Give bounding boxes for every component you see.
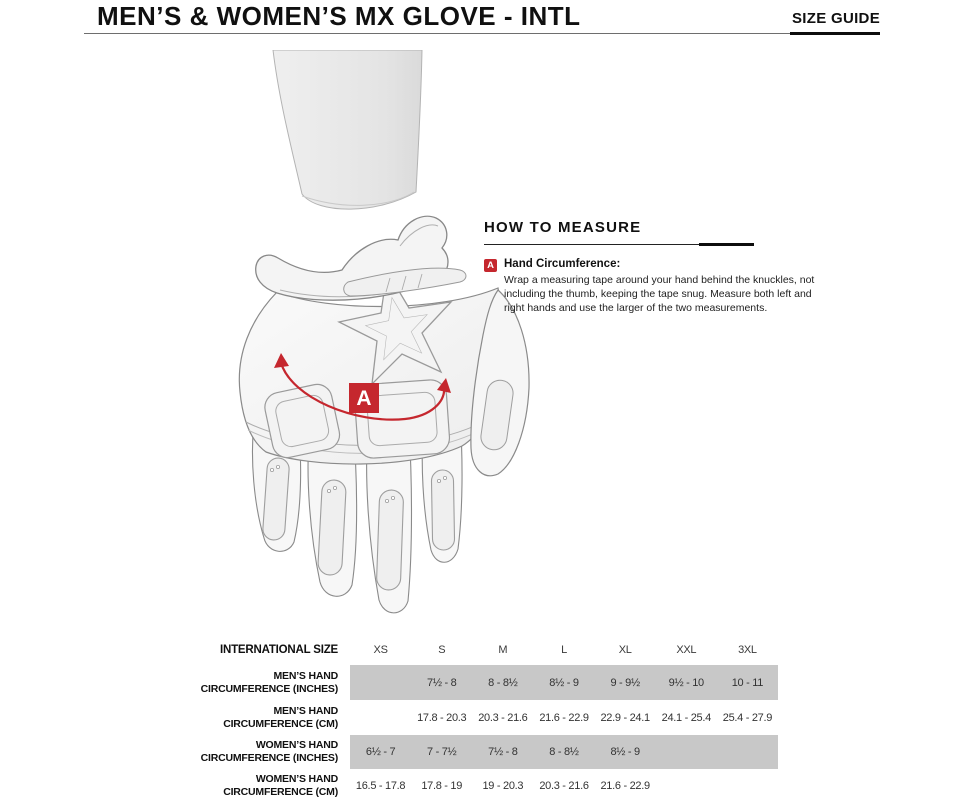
measure-item-title: Hand Circumference: [504,258,621,270]
size-guide-label: SIZE GUIDE [791,10,880,27]
table-cell: 6½ - 7 [350,735,412,769]
measurement-arrow-right [437,378,451,393]
row-label: WOMEN’S HAND CIRCUMFERENCE (CM) [223,772,338,798]
column-header-xxl: XXL [676,644,697,656]
table-cell [655,735,717,769]
table-cell: 7 - 7½ [411,735,473,769]
measurement-arrow-left [274,353,289,368]
table-cell [716,735,778,769]
table-row-mens-cm: MEN’S HAND CIRCUMFERENCE (CM) 17.8 - 20.… [200,700,778,735]
how-to-measure-title: HOW TO MEASURE [484,219,642,236]
arm-shape [272,50,423,210]
table-cell: 21.6 - 22.9 [600,779,650,792]
measure-item-body: Wrap a measuring tape around your hand b… [504,274,815,314]
how-to-measure-rule [484,243,754,246]
column-header-3xl: 3XL [738,644,757,656]
table-cell: 8 - 8½ [533,735,595,769]
column-header-m: M [498,644,508,656]
how-to-measure-section: HOW TO MEASURE A Hand Circumference: Wra… [484,219,814,315]
measure-marker-a-icon: A [484,259,497,272]
table-cell: 25.4 - 27.9 [722,711,773,724]
table-row-womens-inches: WOMEN’S HAND CIRCUMFERENCE (INCHES) 6½ -… [200,735,778,769]
table-cell: 17.8 - 19 [421,779,463,792]
table-cell: 9 - 9½ [594,665,656,700]
table-cell [717,769,778,800]
table-cell: 10 - 11 [716,665,778,700]
measurement-marker-badge: A [349,383,379,413]
table-cell: 8½ - 9 [533,665,595,700]
measurement-marker-letter: A [356,387,371,410]
table-cell: 8½ - 9 [594,735,656,769]
table-cell: 21.6 - 22.9 [539,711,589,724]
table-cell: 17.8 - 20.3 [417,711,467,724]
row-label: MEN’S HAND CIRCUMFERENCE (INCHES) [200,669,339,695]
table-cell: 20.3 - 21.6 [539,779,589,792]
size-table-header-row: INTERNATIONAL SIZE XS S M L XL XXL 3XL [200,635,778,665]
table-row-womens-cm: WOMEN’S HAND CIRCUMFERENCE (CM) 16.5 - 1… [200,769,778,800]
glove-cuff [255,215,467,301]
header-rule [84,32,880,35]
table-cell: 20.3 - 21.6 [478,711,528,724]
table-cell: 7½ - 8 [472,735,534,769]
how-to-measure-rule-line [484,244,754,245]
table-cell: 16.5 - 17.8 [355,779,406,792]
row-label: MEN’S HAND CIRCUMFERENCE (CM) [223,704,338,730]
table-cell [656,769,717,800]
header-rule-accent [790,32,880,35]
table-header-label: INTERNATIONAL SIZE [219,644,338,656]
how-to-measure-rule-accent [699,243,754,246]
table-cell: 24.1 - 25.4 [661,711,712,724]
column-header-xs: XS [373,644,388,656]
alpinestars-logo-icon [337,269,453,386]
glove-illustration: A [238,50,530,614]
column-header-l: L [561,644,567,656]
table-row-mens-inches: MEN’S HAND CIRCUMFERENCE (INCHES) 7½ - 8… [200,665,778,700]
table-cell: 9½ - 10 [655,665,717,700]
row-label: WOMEN’S HAND CIRCUMFERENCE (INCHES) [200,739,339,764]
column-header-s: S [438,644,446,656]
glove-thumb [470,289,530,477]
knuckle-pad-left [264,383,341,459]
table-cell: 7½ - 8 [411,665,473,700]
table-cell: 19 - 20.3 [482,779,524,792]
table-cell: 8 - 8½ [472,665,534,700]
table-cell [350,700,411,735]
table-cell [350,665,412,700]
measurement-arc [274,353,451,421]
column-header-xl: XL [618,644,632,656]
size-table: INTERNATIONAL SIZE XS S M L XL XXL 3XL M… [200,635,778,800]
measure-item-hand-circumference: A Hand Circumference: Wrap a measuring t… [484,258,814,315]
table-cell: 22.9 - 24.1 [600,711,650,724]
page-title: MEN’S & WOMEN’S MX GLOVE - INTL [97,1,581,31]
measure-item-text: Hand Circumference: Wrap a measuring tap… [504,258,816,315]
